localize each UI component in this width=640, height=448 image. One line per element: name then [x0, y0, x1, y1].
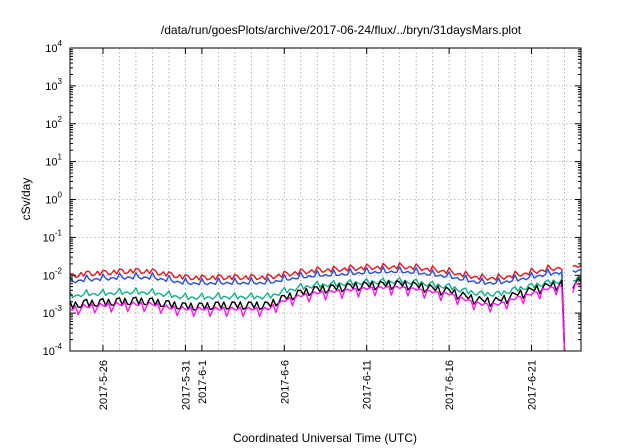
series-line-1 [69, 262, 582, 352]
series-line-3 [69, 275, 582, 352]
x-tick-label: 2017-6-6 [279, 360, 291, 404]
x-tick-labels: 2017-5-26 2017-5-31 2017-6-1 2017-6-6 2017-6… [98, 360, 539, 410]
y-tick-exponent: 4 [58, 39, 63, 48]
y-tick-exponent: -2 [55, 266, 63, 275]
x-axis-label: Coordinated Universal Time (UTC) [233, 431, 417, 445]
x-tick-label: 2017-6-16 [444, 360, 456, 410]
series-line-4 [69, 277, 582, 352]
y-tick-label: 104 [45, 39, 62, 55]
y-tick-label: 103 [45, 77, 62, 93]
series-layer [69, 262, 582, 352]
y-tick-base: 10 [45, 81, 57, 93]
y-tick-exponent: -4 [55, 342, 63, 351]
series-line-5 [69, 282, 582, 352]
y-tick-label: 10-3 [43, 304, 63, 320]
x-tick-label: 2017-5-26 [98, 360, 110, 410]
y-tick-base: 10 [43, 232, 55, 244]
x-tick-label: 2017-5-31 [180, 360, 192, 410]
y-tick-base: 10 [43, 346, 55, 358]
y-tick-base: 10 [45, 195, 57, 207]
x-tick-label: 2017-6-1 [197, 360, 209, 404]
chart-title: /data/run/goesPlots/archive/2017-06-24/f… [161, 23, 522, 37]
y-tick-label: 102 [45, 115, 62, 131]
y-tick-base: 10 [45, 119, 57, 131]
y-tick-exponent: 2 [58, 115, 63, 124]
x-tick-label: 2017-6-21 [527, 360, 539, 410]
y-tick-label: 10-2 [43, 266, 63, 282]
series-line-2 [69, 266, 582, 352]
y-tick-label: 10-4 [43, 342, 63, 358]
y-tick-label: 10-1 [43, 228, 63, 244]
x-tick-label: 2017-6-11 [362, 360, 374, 409]
y-tick-exponent: -3 [55, 304, 63, 313]
y-tick-label: 100 [45, 191, 62, 207]
y-axis-label: cSv/day [19, 178, 33, 221]
y-tick-base: 10 [43, 270, 55, 282]
y-tick-exponent: 0 [58, 191, 63, 200]
y-tick-exponent: 1 [58, 153, 63, 162]
y-tick-exponent: -1 [55, 228, 63, 237]
y-tick-label: 101 [45, 153, 62, 169]
y-tick-exponent: 3 [58, 77, 63, 86]
ticks [70, 47, 581, 352]
y-tick-base: 10 [43, 308, 55, 320]
y-tick-base: 10 [45, 157, 57, 169]
y-tick-base: 10 [45, 43, 57, 55]
